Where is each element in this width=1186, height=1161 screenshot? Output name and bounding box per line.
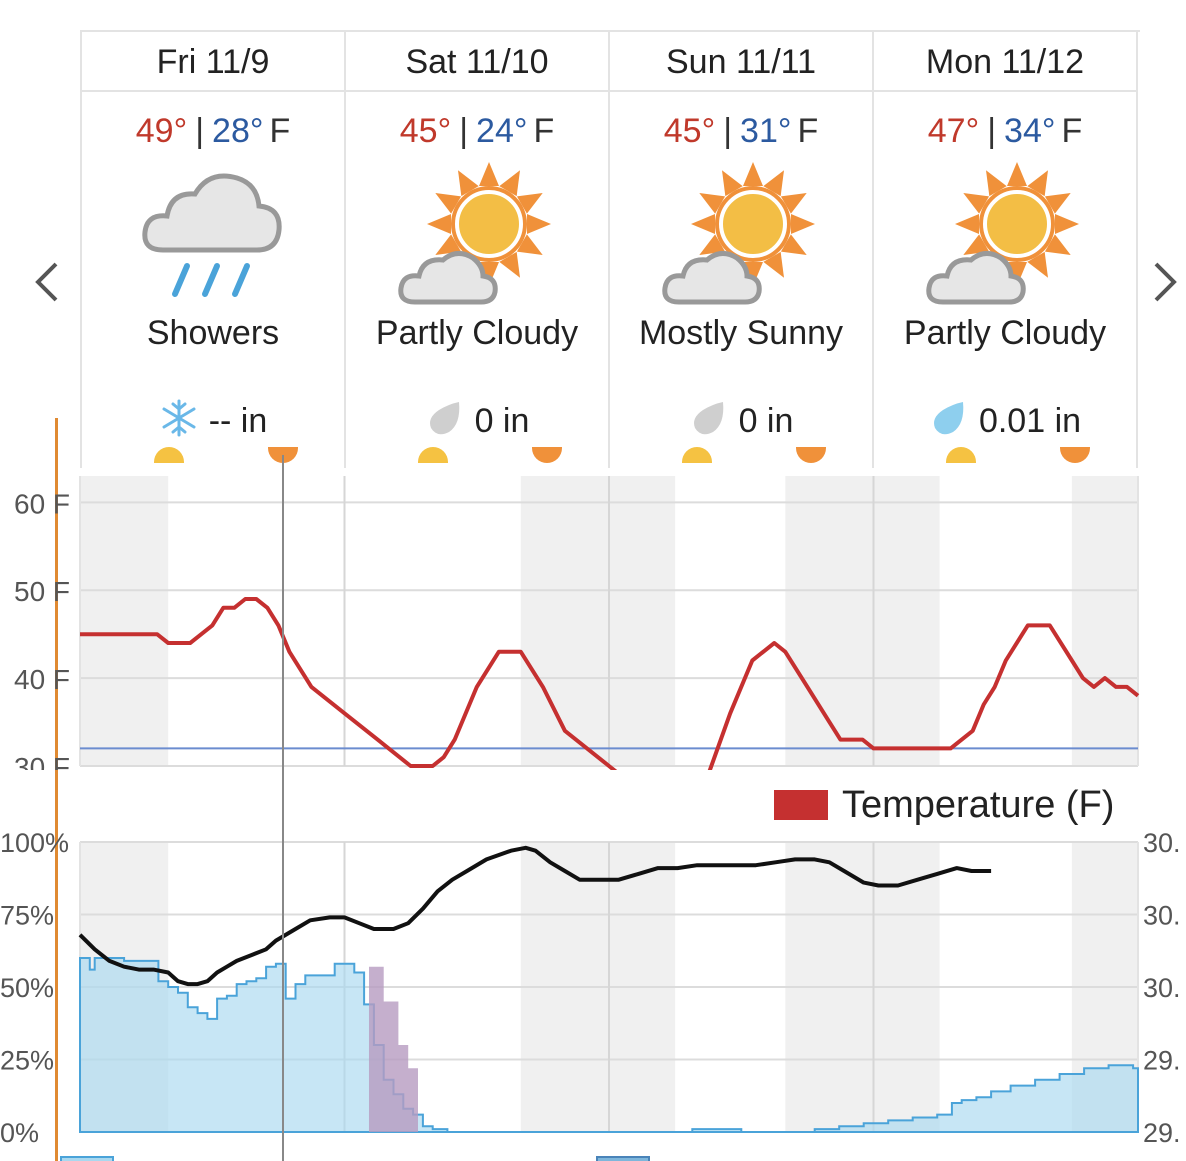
night-band — [520, 476, 676, 766]
day-card[interactable]: Fri 11/9 49° | 28° F Showers -- in — [82, 32, 346, 468]
temp-range: 45° | 24° F — [346, 112, 608, 151]
mostly-sunny-icon — [662, 162, 815, 305]
precip-amount: -- in — [82, 398, 344, 441]
precip-amount: 0 in — [610, 398, 872, 441]
snowflake-icon — [162, 399, 196, 437]
hover-cursor-line — [282, 455, 284, 1161]
current-time-marker — [55, 418, 58, 1161]
partly-cloudy-icon — [398, 162, 551, 305]
y-tick-label: 40 F — [14, 664, 70, 695]
sunrise-icon — [418, 447, 448, 463]
high-temp: 47° — [927, 112, 980, 150]
legend-label: Temperature (F) — [842, 784, 1115, 826]
y-tick-label: 30 F — [14, 752, 70, 770]
right-tick-label: 29. — [1143, 1118, 1181, 1148]
low-temp: 24° — [476, 112, 528, 150]
temp-separator: | — [987, 112, 997, 150]
temp-unit: F — [1061, 112, 1083, 150]
day-label[interactable]: Fri 11/9 — [82, 32, 344, 92]
temp-range: 47° | 34° F — [874, 112, 1136, 151]
low-temp: 34° — [1004, 112, 1056, 150]
y-tick-label: 50% — [0, 973, 54, 1003]
y-tick-label: 25% — [0, 1046, 54, 1076]
cloud-rain-icon — [142, 173, 282, 297]
sunset-icon — [796, 447, 826, 463]
right-tick-label: 30. — [1143, 901, 1181, 931]
low-temp: 31° — [740, 112, 792, 150]
prev-arrow[interactable] — [28, 258, 68, 306]
sunrise-icon — [682, 447, 712, 463]
right-tick-label: 30. — [1143, 830, 1181, 858]
drop-blue-icon — [933, 402, 964, 435]
snow-probability-series — [368, 966, 418, 1132]
night-band — [80, 476, 169, 766]
precip-value: 0 in — [474, 402, 530, 440]
drop-gray-icon — [429, 402, 459, 435]
y-tick-label: 0% — [0, 1118, 39, 1148]
y-tick-label: 100% — [0, 830, 69, 858]
temp-unit: F — [533, 112, 555, 150]
day-card[interactable]: Mon 11/12 47° | 34° F Partly Cloudy — [874, 32, 1138, 468]
pressure-series — [78, 845, 992, 987]
temperature-series — [707, 623, 1140, 770]
next-arrow[interactable] — [1146, 258, 1186, 306]
sunset-icon — [1060, 447, 1090, 463]
rain-legend-swatch — [60, 1156, 114, 1161]
high-temp: 45° — [663, 112, 716, 150]
night-band — [1071, 476, 1138, 766]
legend-swatch — [774, 790, 828, 820]
sunset-icon — [532, 447, 562, 463]
chevron-right-icon — [1154, 262, 1177, 302]
precip-value: 0.01 in — [978, 402, 1082, 440]
condition-label: Showers — [146, 314, 280, 352]
y-tick-label: 50 F — [14, 576, 70, 607]
night-band — [785, 476, 940, 766]
temp-unit: F — [797, 112, 819, 150]
forecast-days: Fri 11/9 49° | 28° F Showers -- in Sat 11/1… — [80, 30, 1140, 468]
low-temp: 28° — [212, 112, 264, 150]
day-label[interactable]: Mon 11/12 — [874, 32, 1136, 92]
condition-label: Mostly Sunny — [638, 314, 844, 352]
day-card[interactable]: Sat 11/10 45° | 24° F — [346, 32, 610, 468]
precip-value: 0 in — [738, 402, 794, 440]
chevron-left-icon — [35, 262, 58, 302]
precip-amount: 0.01 in — [874, 398, 1136, 441]
y-tick-label: 75% — [0, 901, 54, 931]
y-tick-label: 60 F — [14, 488, 70, 519]
condition-label: Partly Cloudy — [903, 314, 1107, 352]
drop-gray-icon — [693, 402, 723, 435]
temp-unit: F — [269, 112, 291, 150]
temperature-legend: Temperature (F) — [774, 784, 1114, 827]
high-temp: 49° — [135, 112, 188, 150]
precip-probability-chart: 100% 75% 50% 25% 0% 30. 30. 30. 29. 29. — [0, 830, 1181, 1148]
bottom-legend — [56, 1150, 1156, 1161]
temperature-series — [80, 597, 618, 770]
temp-separator: | — [195, 112, 205, 150]
right-tick-label: 29. — [1143, 1046, 1181, 1076]
condition-label: Partly Cloudy — [375, 314, 579, 352]
day-label[interactable]: Sun 11/11 — [610, 32, 872, 92]
temp-range: 45° | 31° F — [610, 112, 872, 151]
temp-separator: | — [723, 112, 733, 150]
day-card[interactable]: Sun 11/11 45° | 31° F Mostly Sunny — [610, 32, 874, 468]
temp-separator: | — [459, 112, 469, 150]
precip-amount: 0 in — [346, 398, 608, 441]
snow-legend-swatch — [596, 1156, 650, 1161]
sunrise-icon — [946, 447, 976, 463]
day-label[interactable]: Sat 11/10 — [346, 32, 608, 92]
right-tick-label: 30. — [1143, 973, 1181, 1003]
partly-cloudy-icon — [926, 162, 1079, 305]
sunrise-icon — [154, 447, 184, 463]
temp-range: 49° | 28° F — [82, 112, 344, 151]
temperature-chart: 60 F 50 F 40 F 30 F — [14, 476, 1140, 770]
precip-value: -- in — [208, 402, 268, 440]
high-temp: 45° — [399, 112, 452, 150]
